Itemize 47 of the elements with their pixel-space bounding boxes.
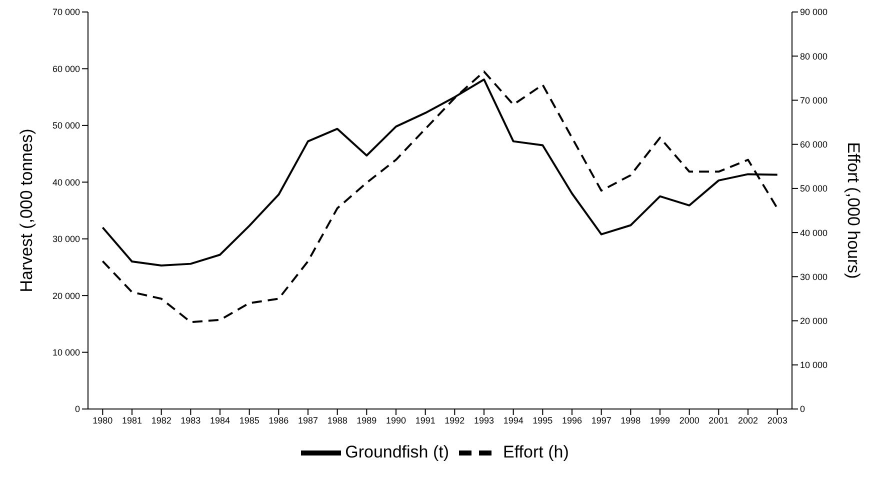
y2-tick-label: 90 000	[800, 7, 828, 18]
x-tick-label: 1988	[327, 415, 348, 426]
y2-tick-label: 80 000	[800, 51, 828, 62]
x-tick-label: 1989	[356, 415, 377, 426]
x-tick-label: 1990	[386, 415, 406, 426]
x-tick-label: 1981	[122, 415, 142, 426]
y-tick-label: 40 000	[52, 177, 80, 188]
x-tick-label: 1998	[620, 415, 641, 426]
x-tick-label: 1980	[92, 415, 113, 426]
y-tick-label: 10 000	[52, 347, 80, 358]
y-axis-title: Harvest (,000 tonnes)	[17, 128, 36, 292]
y-tick-label: 0	[74, 404, 80, 414]
x-tick-label: 1987	[298, 415, 318, 426]
y2-tick-label: 20 000	[800, 316, 828, 326]
x-tick-label: 2001	[708, 415, 729, 426]
x-tick-label: 1991	[415, 415, 436, 426]
y-tick-label: 60 000	[52, 64, 80, 74]
x-tick-label: 2000	[679, 415, 700, 426]
x-tick-label: 1994	[503, 415, 524, 426]
y2-tick-label: 60 000	[800, 140, 828, 150]
x-tick-label: 1986	[268, 415, 289, 426]
x-tick-label: 1984	[210, 415, 230, 426]
legend-label: Groundfish (t)	[345, 442, 450, 462]
x-tick-label: 1997	[591, 415, 612, 426]
y-tick-label: 30 000	[52, 234, 80, 244]
line-series	[102, 70, 778, 324]
y2-tick-label: 30 000	[800, 272, 828, 282]
x-tick-label: 1983	[180, 415, 201, 426]
x-tick-label: 2002	[738, 415, 758, 426]
y2-tick-label: 40 000	[800, 228, 828, 238]
x-tick-label: 1985	[239, 415, 260, 426]
x-tick-label: 1995	[532, 415, 553, 426]
y2-tick-label: 10 000	[800, 360, 828, 370]
x-tick-label: 1982	[151, 415, 172, 426]
y2-tick-label: 70 000	[800, 95, 828, 106]
x-tick-label: 2003	[767, 415, 788, 426]
x-tick-label: 1999	[650, 415, 670, 426]
y2-axis-title: Effort (,000 hours)	[844, 142, 863, 279]
legend-label: Effort (h)	[503, 442, 569, 462]
y-tick-label: 70 000	[52, 7, 80, 18]
y-tick-label: 20 000	[52, 290, 80, 301]
y2-tick-label: 0	[800, 404, 806, 414]
y2-tick-label: 50 000	[800, 184, 828, 194]
x-tick-label: 1996	[562, 415, 582, 426]
x-tick-label: 1992	[444, 415, 465, 426]
y-tick-label: 50 000	[52, 120, 80, 131]
x-tick-label: 1993	[474, 415, 494, 426]
